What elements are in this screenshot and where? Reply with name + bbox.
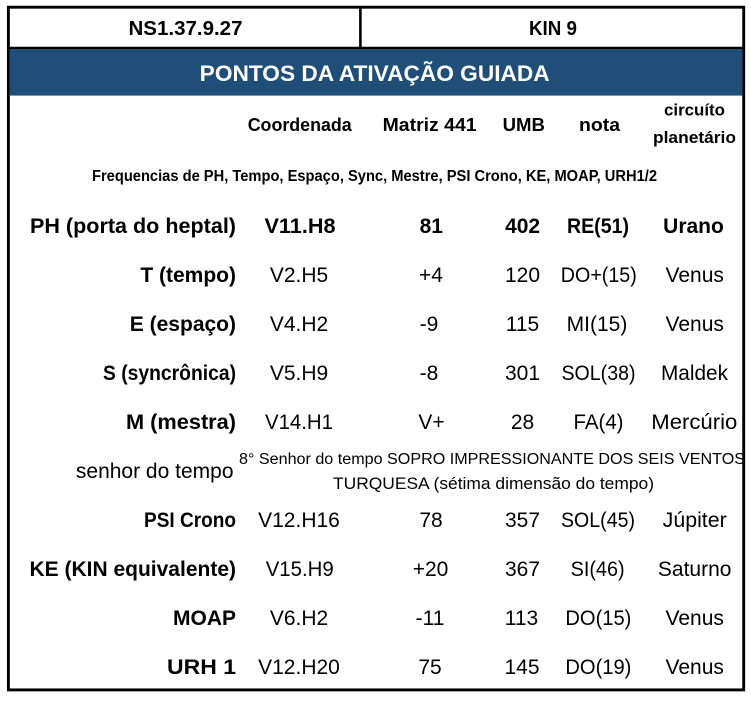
svg-text:145: 145	[504, 656, 539, 679]
svg-text:DO(19): DO(19)	[565, 656, 631, 679]
svg-text:V15.H9: V15.H9	[266, 558, 334, 581]
svg-text:T (tempo): T (tempo)	[140, 264, 236, 287]
svg-text:KE (KIN equivalente): KE (KIN equivalente)	[29, 558, 236, 581]
svg-text:+4: +4	[419, 264, 443, 287]
svg-text:Venus: Venus	[666, 607, 724, 630]
svg-text:+20: +20	[413, 558, 449, 581]
svg-text:PSI Crono: PSI Crono	[144, 509, 236, 532]
svg-text:SOL(45): SOL(45)	[561, 509, 635, 532]
svg-text:115: 115	[506, 313, 539, 336]
svg-text:MOAP: MOAP	[173, 607, 236, 630]
svg-text:120: 120	[505, 264, 540, 287]
svg-text:357: 357	[505, 509, 540, 532]
svg-text:Venus: Venus	[666, 656, 724, 679]
svg-text:Coordenada: Coordenada	[248, 114, 353, 135]
svg-text:Saturno: Saturno	[658, 558, 732, 581]
svg-text:UMB: UMB	[503, 114, 545, 135]
svg-text:Maldek: Maldek	[661, 362, 728, 385]
svg-text:V5.H9: V5.H9	[270, 362, 328, 385]
svg-text:MI(15): MI(15)	[567, 313, 628, 336]
svg-text:DO+(15): DO+(15)	[561, 264, 637, 287]
svg-text:78: 78	[419, 509, 442, 532]
svg-text:KIN 9: KIN 9	[529, 17, 577, 40]
svg-text:V11.H8: V11.H8	[265, 215, 336, 238]
svg-text:SOL(38): SOL(38)	[562, 362, 636, 385]
svg-text:SI(46): SI(46)	[571, 558, 625, 581]
svg-text:-9: -9	[420, 313, 439, 336]
svg-text:PH (porta do heptal): PH (porta do heptal)	[30, 215, 236, 238]
svg-text:V14.H1: V14.H1	[265, 411, 333, 434]
svg-text:V6.H2: V6.H2	[270, 607, 328, 630]
svg-text:367: 367	[505, 558, 540, 581]
svg-text:V12.H16: V12.H16	[258, 509, 340, 532]
svg-text:Frequencias de PH, Tempo, Espa: Frequencias de PH, Tempo, Espaço, Sync, …	[92, 168, 657, 185]
svg-text:-11: -11	[416, 607, 445, 630]
svg-text:M (mestra): M (mestra)	[126, 411, 236, 434]
svg-text:Venus: Venus	[666, 264, 724, 287]
svg-text:DO(15): DO(15)	[565, 607, 631, 630]
svg-text:402: 402	[505, 215, 540, 238]
svg-text:V2.H5: V2.H5	[270, 264, 328, 287]
svg-text:113: 113	[505, 607, 538, 630]
svg-text:PONTOS DA ATIVAÇÃO GUIADA: PONTOS DA ATIVAÇÃO GUIADA	[200, 61, 550, 86]
svg-text:75: 75	[418, 656, 441, 679]
svg-text:81: 81	[420, 215, 444, 238]
svg-text:nota: nota	[579, 114, 621, 135]
svg-text:S (syncrônica): S (syncrônica)	[103, 362, 236, 385]
svg-text:-8: -8	[420, 362, 439, 385]
svg-text:Mercúrio: Mercúrio	[651, 411, 737, 434]
svg-text:circuíto: circuíto	[664, 102, 725, 120]
svg-text:V+: V+	[418, 411, 444, 434]
svg-text:Venus: Venus	[666, 313, 724, 336]
svg-text:V12.H20: V12.H20	[258, 656, 340, 679]
svg-text:RE(51): RE(51)	[567, 215, 629, 238]
svg-text:E (espaço): E (espaço)	[130, 313, 236, 336]
svg-text:TURQUESA (sétima dimensão do t: TURQUESA (sétima dimensão do tempo)	[333, 474, 654, 493]
svg-text:FA(4): FA(4)	[574, 411, 624, 434]
svg-text:senhor do tempo: senhor do tempo	[76, 460, 234, 483]
svg-text:NS1.37.9.27: NS1.37.9.27	[129, 17, 243, 40]
svg-text:URH 1: URH 1	[167, 656, 236, 679]
svg-text:301: 301	[505, 362, 540, 385]
svg-text:28: 28	[511, 411, 534, 434]
svg-text:Matriz 441: Matriz 441	[383, 114, 477, 135]
svg-text:planetário: planetário	[653, 129, 736, 147]
svg-text:V4.H2: V4.H2	[270, 313, 328, 336]
svg-text:8° Senhor do tempo SOPRO IMPRE: 8° Senhor do tempo SOPRO IMPRESSIONANTE …	[239, 451, 745, 468]
svg-text:Júpiter: Júpiter	[663, 509, 727, 532]
svg-text:Urano: Urano	[663, 215, 724, 238]
